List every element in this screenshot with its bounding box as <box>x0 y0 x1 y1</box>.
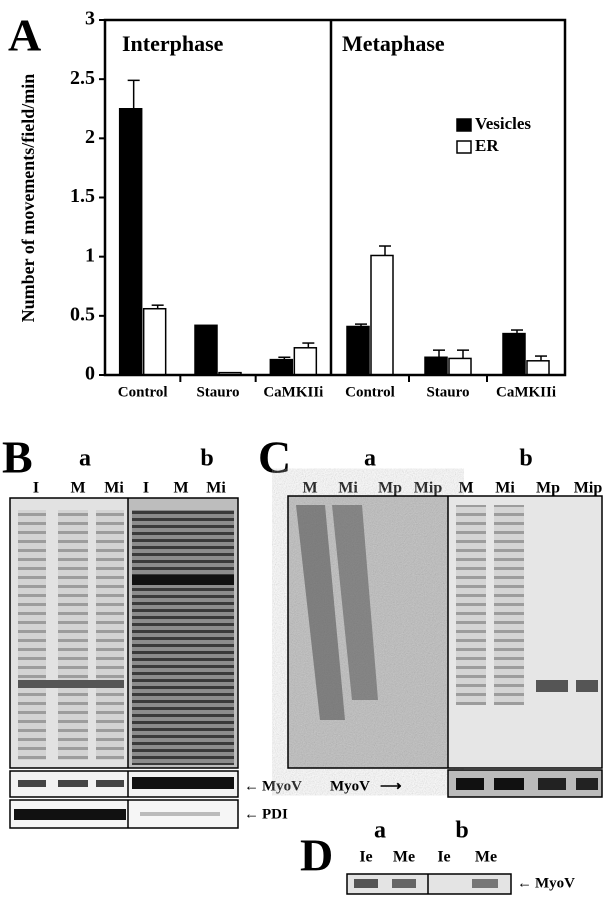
blot-label: PDI <box>262 806 288 822</box>
blot-label: MyoV <box>535 875 575 891</box>
arrow: ← <box>244 806 259 822</box>
lane-label: M <box>458 480 473 497</box>
y-axis-label: Number of movements/field/min <box>18 74 38 323</box>
lane-label: Mp <box>536 480 560 497</box>
lane-label: I <box>33 480 39 497</box>
lane-label: Mi <box>104 480 124 497</box>
group-title: Metaphase <box>342 31 445 56</box>
x-tick-label: Control <box>345 384 395 400</box>
lane-label: M <box>302 480 317 497</box>
sub-label: b <box>519 446 532 472</box>
bar <box>526 360 550 376</box>
arrow: ← <box>244 778 259 794</box>
bar <box>194 324 218 376</box>
lane-label: Me <box>393 849 415 866</box>
gel-image <box>9 497 239 829</box>
panel-label: C <box>258 432 291 483</box>
blot-label: MyoV <box>262 778 302 794</box>
legend-swatch <box>456 140 472 154</box>
lane-label: Me <box>475 849 497 866</box>
lane-label: Mip <box>414 480 443 497</box>
x-tick-label: Stauro <box>426 384 469 400</box>
lane-label: Mip <box>574 480 603 497</box>
plot-frame <box>103 18 567 377</box>
bar <box>424 356 448 376</box>
lane-label: Mi <box>206 480 226 497</box>
lane-label: Mi <box>338 480 358 497</box>
bar <box>448 357 472 376</box>
arrow: ⟶ <box>380 778 402 794</box>
lane-label: Mi <box>495 480 515 497</box>
bar <box>370 254 394 376</box>
bar <box>269 358 294 376</box>
bar <box>346 325 370 376</box>
sub-label: b <box>455 818 468 844</box>
legend-swatch <box>456 118 472 132</box>
x-tick-label: Control <box>118 384 168 400</box>
x-tick-label: CaMKIIi <box>263 384 323 400</box>
lane-label: I <box>143 480 149 497</box>
bar <box>118 108 143 376</box>
sub-label: a <box>79 446 91 472</box>
x-tick-label: Stauro <box>196 384 239 400</box>
lane-label: M <box>70 480 85 497</box>
panel-label: A <box>8 10 41 61</box>
sub-label: a <box>374 818 386 844</box>
lane-label: Mp <box>378 480 402 497</box>
group-title: Interphase <box>122 31 224 56</box>
panel-label: D <box>300 830 333 881</box>
gel-image <box>346 873 512 895</box>
y-tick-label: 3 <box>85 8 95 30</box>
y-tick-label: 1.5 <box>70 185 95 207</box>
y-tick-label: 1 <box>85 244 95 266</box>
sub-label: b <box>200 446 213 472</box>
sub-label: a <box>364 446 376 472</box>
y-tick-label: 0 <box>85 363 95 385</box>
gel-image <box>287 495 603 798</box>
lane-label: Ie <box>437 849 450 866</box>
lane-label: Ie <box>359 849 372 866</box>
blot-label: MyoV <box>330 778 370 794</box>
bar <box>502 332 526 376</box>
arrow: ← <box>517 875 532 891</box>
legend-label: Vesicles <box>475 114 531 133</box>
panel-label: B <box>2 432 33 483</box>
y-tick-label: 2 <box>85 126 95 148</box>
bar <box>142 307 167 376</box>
y-tick-label: 2.5 <box>70 67 95 89</box>
lane-label: M <box>173 480 188 497</box>
x-tick-label: CaMKIIi <box>496 384 556 400</box>
plot: 0 0.5 1 1.5 2 2.5 3 Control Stauro CaMKIIi Control… <box>70 8 567 400</box>
legend-label: ER <box>475 136 499 155</box>
bar <box>293 347 318 376</box>
y-tick-label: 0.5 <box>70 303 95 325</box>
